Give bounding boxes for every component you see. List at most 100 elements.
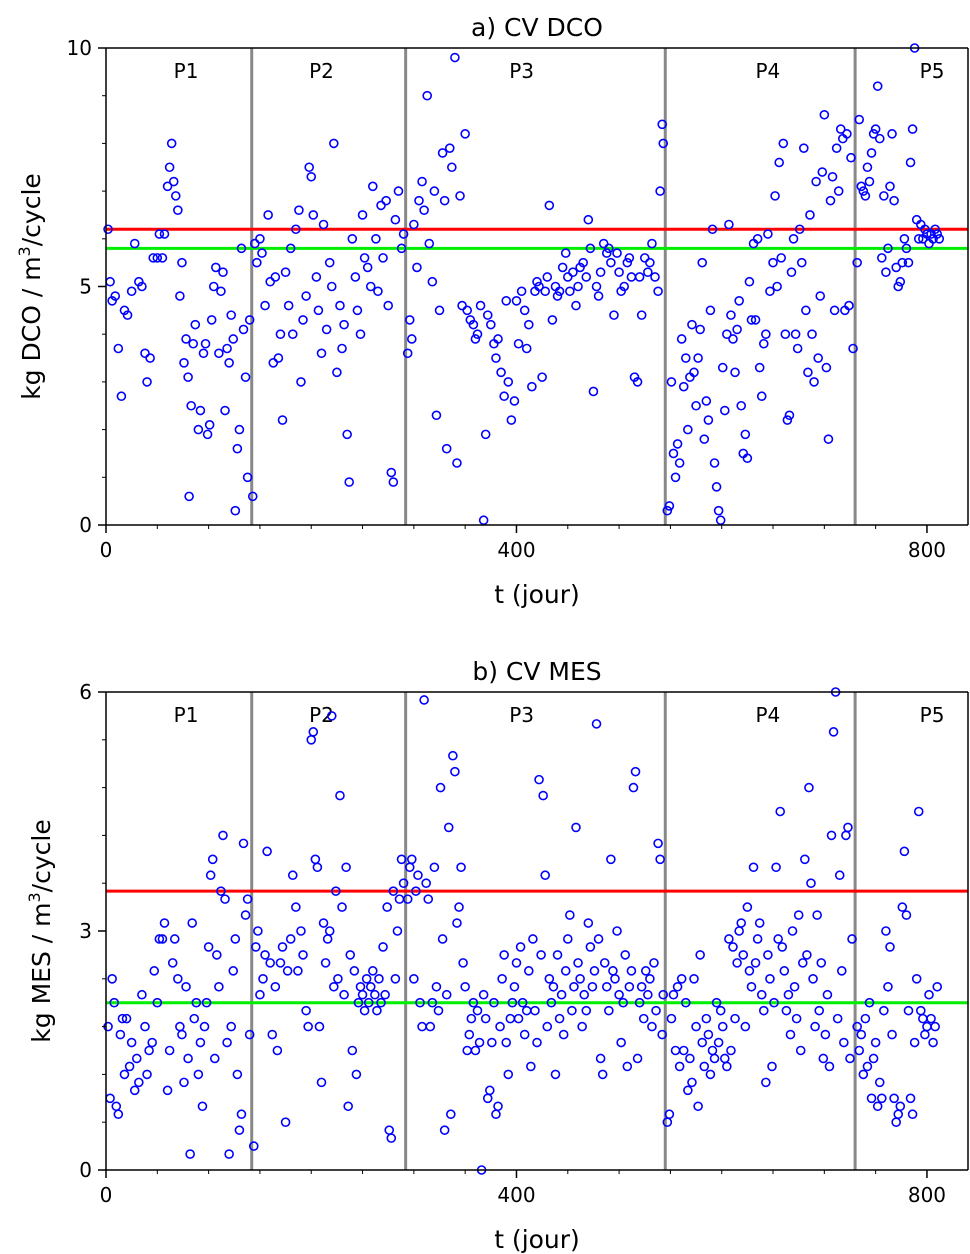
data-point — [613, 249, 621, 257]
data-point — [189, 340, 197, 348]
data-point — [453, 459, 461, 467]
data-point — [654, 287, 662, 295]
data-point — [638, 311, 646, 319]
data-point — [299, 316, 307, 324]
data-point — [743, 903, 751, 911]
data-point — [112, 1102, 120, 1110]
data-point — [672, 1047, 680, 1055]
data-point — [271, 273, 279, 281]
data-point — [258, 249, 266, 257]
data-point — [307, 173, 315, 181]
data-point — [465, 1031, 473, 1039]
x-tick-label: 400 — [497, 538, 535, 562]
data-point — [836, 871, 844, 879]
data-point — [371, 991, 379, 999]
data-point — [719, 364, 727, 372]
data-point — [336, 792, 344, 800]
x-tick-label: 800 — [908, 1183, 946, 1207]
data-point — [667, 378, 675, 386]
data-point — [318, 1078, 326, 1086]
data-point — [609, 967, 617, 975]
data-point — [593, 283, 601, 291]
data-point — [512, 297, 520, 305]
data-point — [221, 407, 229, 415]
data-point — [242, 911, 250, 919]
y-axis-label-main: kg MES / m — [27, 903, 56, 1043]
data-point — [504, 378, 512, 386]
data-point — [737, 402, 745, 410]
x-axis-label: t (jour) — [494, 1225, 580, 1254]
data-point — [311, 855, 319, 863]
data-point — [833, 144, 841, 152]
data-point — [217, 287, 225, 295]
data-point — [535, 776, 543, 784]
data-point — [387, 469, 395, 477]
data-point — [543, 273, 551, 281]
data-point — [227, 1023, 235, 1031]
period-label: P5 — [920, 703, 945, 727]
data-point — [569, 268, 577, 276]
data-point — [199, 349, 207, 357]
data-point — [595, 935, 603, 943]
data-point — [882, 268, 890, 276]
data-point — [623, 259, 631, 267]
data-point — [148, 1039, 156, 1047]
data-point — [525, 321, 533, 329]
data-point — [282, 268, 290, 276]
data-point — [678, 335, 686, 343]
data-point — [108, 975, 116, 983]
data-point — [678, 975, 686, 983]
data-point — [821, 1031, 829, 1039]
data-point — [178, 259, 186, 267]
y-tick-label: 5 — [79, 275, 92, 299]
data-point — [367, 983, 375, 991]
data-point — [184, 373, 192, 381]
data-point — [279, 416, 287, 424]
data-point — [525, 967, 533, 975]
data-point — [320, 220, 328, 228]
data-point — [190, 1015, 198, 1023]
y-axis-label-unit: /cycle — [17, 173, 46, 246]
data-point — [823, 991, 831, 999]
data-point — [229, 967, 237, 975]
data-point — [391, 975, 399, 983]
data-point — [528, 383, 536, 391]
data-point — [819, 1054, 827, 1062]
x-tick-label: 0 — [100, 1183, 113, 1207]
data-point — [348, 1047, 356, 1055]
data-point — [644, 991, 652, 999]
data-point — [235, 426, 243, 434]
data-point — [471, 1047, 479, 1055]
data-point — [441, 197, 449, 205]
data-point — [106, 1094, 114, 1102]
data-point — [413, 263, 421, 271]
data-point — [330, 139, 338, 147]
data-point — [221, 895, 229, 903]
data-point — [627, 967, 635, 975]
data-point — [783, 416, 791, 424]
data-point — [629, 784, 637, 792]
y-tick-label: 3 — [79, 919, 92, 943]
data-point — [731, 1015, 739, 1023]
data-point — [574, 959, 582, 967]
data-point — [359, 991, 367, 999]
data-point — [297, 378, 305, 386]
data-point — [904, 1007, 912, 1015]
data-point — [876, 135, 884, 143]
data-point — [120, 1070, 128, 1078]
data-point — [369, 967, 377, 975]
x-tick-label: 400 — [497, 1183, 535, 1207]
data-point — [840, 1039, 848, 1047]
data-point — [500, 392, 508, 400]
data-point — [322, 959, 330, 967]
data-point — [463, 306, 471, 314]
data-point — [263, 847, 271, 855]
data-point — [601, 959, 609, 967]
data-point — [888, 1031, 896, 1039]
data-point — [752, 959, 760, 967]
data-point — [343, 430, 351, 438]
data-point — [205, 943, 213, 951]
data-point — [373, 1007, 381, 1015]
data-point — [766, 287, 774, 295]
